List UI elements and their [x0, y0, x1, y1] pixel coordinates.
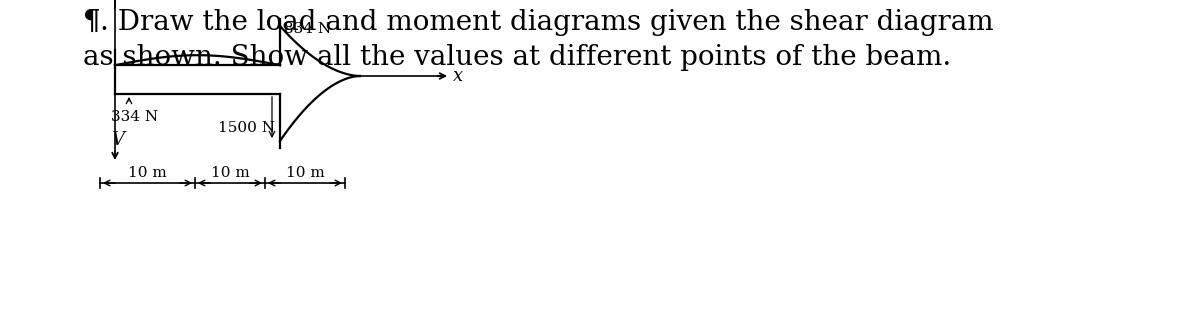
Text: x: x: [454, 67, 463, 85]
Text: 10 m: 10 m: [286, 166, 324, 180]
Text: 10 m: 10 m: [211, 166, 250, 180]
Text: 334 N: 334 N: [112, 110, 158, 124]
Text: . Draw the load and moment diagrams given the shear diagram: . Draw the load and moment diagrams give…: [100, 9, 994, 36]
Text: 10 m: 10 m: [128, 166, 167, 180]
Text: V: V: [112, 131, 124, 149]
Text: 1500 N: 1500 N: [218, 121, 275, 135]
Text: 834 N: 834 N: [284, 22, 331, 36]
Text: ¶: ¶: [83, 9, 101, 36]
Text: as shown. Show all the values at different points of the beam.: as shown. Show all the values at differe…: [83, 44, 952, 71]
